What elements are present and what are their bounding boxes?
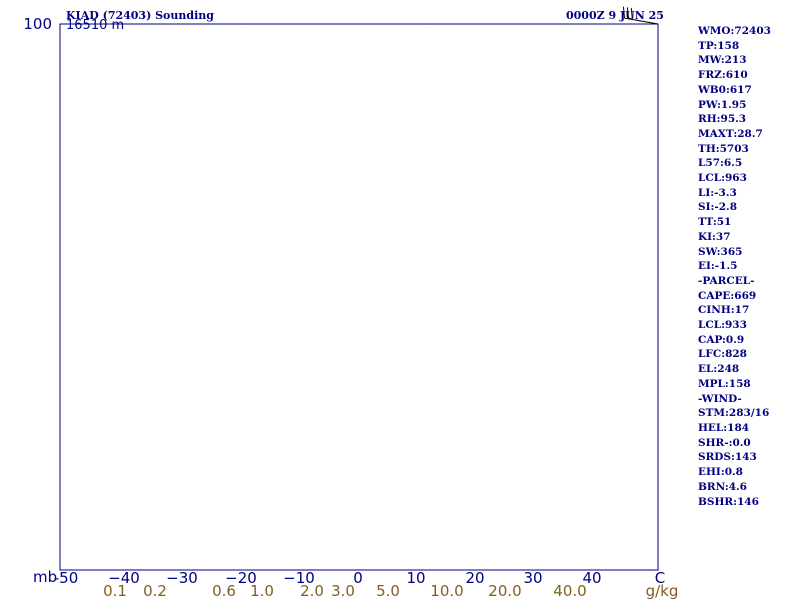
index-entry: LCL:963 [698, 172, 747, 185]
index-entry: WB0:617 [698, 83, 752, 96]
index-entry: EHI:0.8 [698, 466, 743, 479]
pressure-unit-label: mb [33, 568, 57, 586]
index-entry: LFC:828 [698, 348, 747, 361]
index-entry: L57:6.5 [698, 157, 743, 170]
index-entry: MW:213 [698, 54, 747, 67]
stability-indices: WMO:72403 TP:158 MW:213 FRZ:610 WB0:617 PW:1.… [698, 24, 771, 509]
dry-adiabat [60, 24, 62, 25]
mixing-ratio-label: 2.0 [300, 582, 324, 600]
height-labels: 16510 m13930 m12180 m10730 m9490 m8392 m… [66, 18, 124, 33]
temperature-tick-label: −20 [225, 569, 257, 587]
index-entry: BSHR:146 [698, 495, 759, 508]
pressure-tick-labels: 1002003004005006007008009001000mb [23, 15, 57, 586]
dry-adiabat [91, 24, 92, 25]
temperature-tick-label: -50 [54, 569, 79, 587]
isotherm [259, 24, 261, 25]
mixing-ratio-unit-label: g/kg [646, 582, 679, 600]
index-entry: CAPE:669 [698, 289, 757, 302]
isotherm [376, 24, 377, 25]
index-entry: CAP:0.9 [698, 333, 745, 346]
isotherm [492, 24, 494, 25]
dry-adiabat [0, 0, 366, 24]
index-entry: SI:-2.8 [698, 201, 737, 214]
dry-adiabat [0, 0, 12, 24]
temperature-tick-label: −30 [166, 569, 198, 587]
index-entry: LI:-3.3 [698, 186, 737, 199]
isotherm [317, 24, 319, 25]
index-entry: WMO:72403 [698, 25, 771, 37]
index-entry: PW:1.95 [698, 98, 747, 111]
wind-barb-shaft [624, 17, 659, 25]
index-entry: EI:-1.5 [698, 260, 738, 273]
mixing-ratio-label: 40.0 [553, 582, 586, 600]
isobars [60, 23, 658, 25]
wind-barb [622, 6, 659, 25]
mixing-ratio-labels: 0.1 0.2 0.6 1.0 2.0 3.0 5.0 10.0 20.0 40.0 g/kg [103, 582, 678, 600]
index-entry: SHR-:0.0 [698, 436, 751, 449]
isotherm [434, 24, 435, 25]
index-entry: STM:283/16 [698, 407, 770, 420]
wind-barb-feather [630, 8, 633, 20]
temperature-tick-label: 30 [523, 569, 542, 587]
mixing-ratio-label: 10.0 [430, 582, 463, 600]
index-entry: KI:37 [698, 230, 731, 243]
index-entry: MPL:158 [698, 377, 751, 390]
mixing-ratio-label: 0.2 [143, 582, 167, 600]
mixing-ratio-label: 3.0 [331, 582, 355, 600]
height-label: 16510 m [66, 18, 124, 33]
chart-title: KIAD (72403) Sounding [66, 9, 214, 22]
isotherm [201, 24, 202, 25]
wind-barb-feather [622, 6, 626, 19]
index-entry: -WIND- [698, 392, 742, 405]
mixing-ratio-label: 1.0 [250, 582, 274, 600]
index-entry: MAXT:28.7 [698, 127, 763, 140]
temperature-tick-label: −40 [108, 569, 140, 587]
temperature-tick-label: 10 [406, 569, 425, 587]
wind-barb-feather [626, 7, 629, 19]
mixing-ratio-label: 0.1 [103, 582, 127, 600]
temperature-tick-label: 40 [582, 569, 601, 587]
temperature-unit-label: C [655, 569, 665, 587]
chart-timestamp: 0000Z 9 JUN 25 [566, 9, 664, 22]
mixing-ratio-label: 20.0 [488, 582, 521, 600]
dry-adiabat [31, 0, 800, 24]
index-entry: EL:248 [698, 363, 740, 376]
index-entry: TT:51 [698, 216, 732, 229]
index-entry: TH:5703 [698, 142, 749, 155]
mixing-ratio-label: 5.0 [376, 582, 400, 600]
index-entry: RH:95.3 [698, 113, 747, 126]
temperature-tick-label: 0 [353, 569, 363, 587]
index-entry: TP:158 [698, 39, 740, 52]
index-entry: FRZ:610 [698, 69, 748, 82]
index-entry: SW:365 [698, 245, 743, 258]
plot-frame [59, 23, 659, 571]
index-entry: CINH:17 [698, 304, 750, 317]
temperature-tick-labels: -50 −40 −30 −20 −10 0 10 20 30 40 C [54, 569, 665, 587]
index-entry: BRN:4.6 [698, 480, 747, 493]
index-entry: HEL:184 [698, 421, 750, 434]
index-entry: LCL:933 [698, 319, 747, 332]
wind-barbs [622, 6, 659, 25]
pressure-tick-label: 100 [23, 15, 52, 33]
temperature-tick-label: 20 [465, 569, 484, 587]
series-line-temperature [425, 24, 427, 25]
mixing-ratio-label: 0.6 [212, 582, 236, 600]
index-entry: -PARCEL- [698, 274, 755, 287]
series-line-dew-point [242, 24, 244, 25]
temperature-tick-label: −10 [283, 569, 315, 587]
dry-adiabat [0, 0, 425, 24]
index-entry: SRDS:143 [698, 451, 757, 464]
dry-adiabat [121, 24, 122, 25]
